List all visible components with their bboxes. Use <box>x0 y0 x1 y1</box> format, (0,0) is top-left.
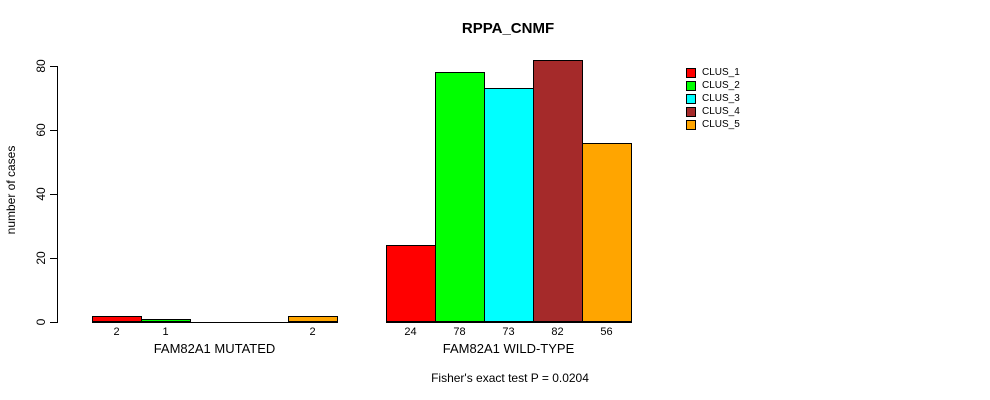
legend-row-clus_4: CLUS_4 <box>686 105 740 118</box>
bar-value-label: 2 <box>113 326 120 338</box>
legend-label: CLUS_4 <box>702 106 740 117</box>
y-axis-line <box>57 66 58 323</box>
y-axis-tick <box>50 194 57 195</box>
bar-clus_2 <box>435 72 485 322</box>
legend-row-clus_3: CLUS_3 <box>686 92 740 105</box>
y-axis-tick <box>50 258 57 259</box>
bar-clus_3 <box>484 88 534 322</box>
y-axis-tick <box>50 66 57 67</box>
legend-row-clus_5: CLUS_5 <box>686 118 740 131</box>
y-axis-tick-label: 20 <box>34 251 48 265</box>
group-label: FAM82A1 WILD-TYPE <box>442 341 575 356</box>
bar-value-label: 1 <box>162 326 169 338</box>
bar-clus_1 <box>92 316 142 322</box>
y-axis-tick <box>50 130 57 131</box>
legend-label: CLUS_5 <box>702 119 740 130</box>
group-baseline <box>92 322 338 323</box>
chart-title: RPPA_CNMF <box>461 20 555 37</box>
legend-swatch-icon <box>686 67 696 78</box>
legend-label: CLUS_1 <box>702 67 740 78</box>
y-axis-label: number of cases <box>4 145 18 235</box>
legend-row-clus_2: CLUS_2 <box>686 79 740 92</box>
footnote-fisher-test: Fisher's exact test P = 0.0204 <box>431 371 589 385</box>
bar-value-label: 82 <box>551 326 564 338</box>
bar-clus_5 <box>582 143 632 322</box>
legend-swatch-icon <box>686 106 696 117</box>
bar-value-label: 78 <box>453 326 466 338</box>
bar-clus_4 <box>533 60 583 322</box>
group-label: FAM82A1 MUTATED <box>153 341 276 356</box>
y-axis-tick-label: 60 <box>34 123 48 137</box>
bar-value-label: 56 <box>600 326 613 338</box>
legend-swatch-icon <box>686 80 696 91</box>
bar-clus_2 <box>141 319 191 322</box>
legend-label: CLUS_2 <box>702 80 740 91</box>
bar-clus_1 <box>386 245 436 322</box>
group-baseline <box>386 322 632 323</box>
legend-swatch-icon <box>686 119 696 130</box>
y-axis-tick-label: 0 <box>34 318 48 326</box>
legend: CLUS_1 CLUS_2 CLUS_3 CLUS_4 CLUS_5 <box>686 66 740 131</box>
y-axis-tick-label: 40 <box>34 187 48 201</box>
legend-label: CLUS_3 <box>702 93 740 104</box>
y-axis-tick <box>50 322 57 323</box>
bar-value-label: 2 <box>309 326 316 338</box>
legend-row-clus_1: CLUS_1 <box>686 66 740 79</box>
bar-clus_5 <box>288 316 338 322</box>
y-axis-tick-label: 80 <box>34 59 48 73</box>
bar-value-label: 73 <box>502 326 515 338</box>
bar-value-label: 24 <box>404 326 417 338</box>
legend-swatch-icon <box>686 93 696 104</box>
